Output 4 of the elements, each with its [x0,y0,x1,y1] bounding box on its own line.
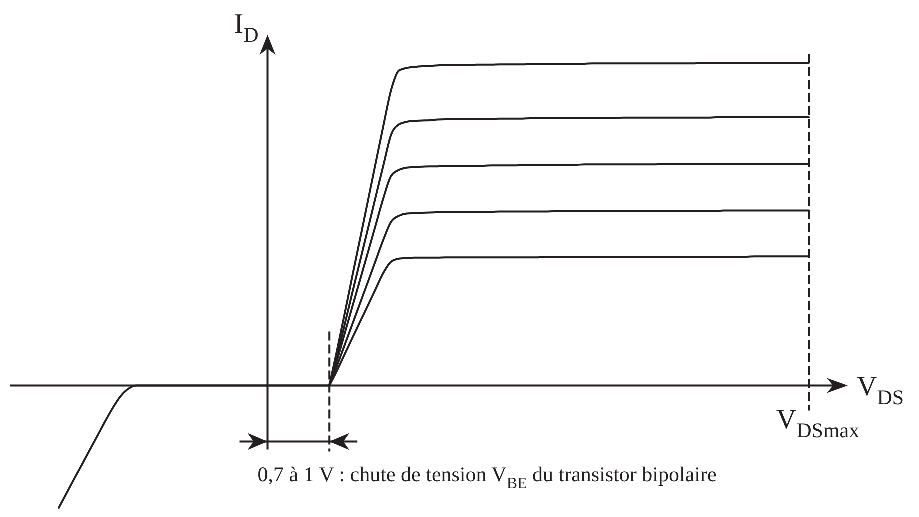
annotation: 0,7 à 1 V : chute de tension V$_{BE}$ du transistor bipolaire [258,462,717,493]
y-axis-title: I$_{D}$ [234,9,259,48]
text: V$_{DSmax}$ [776,404,860,443]
x-axis-title: V$_{DS}$ [857,372,904,410]
